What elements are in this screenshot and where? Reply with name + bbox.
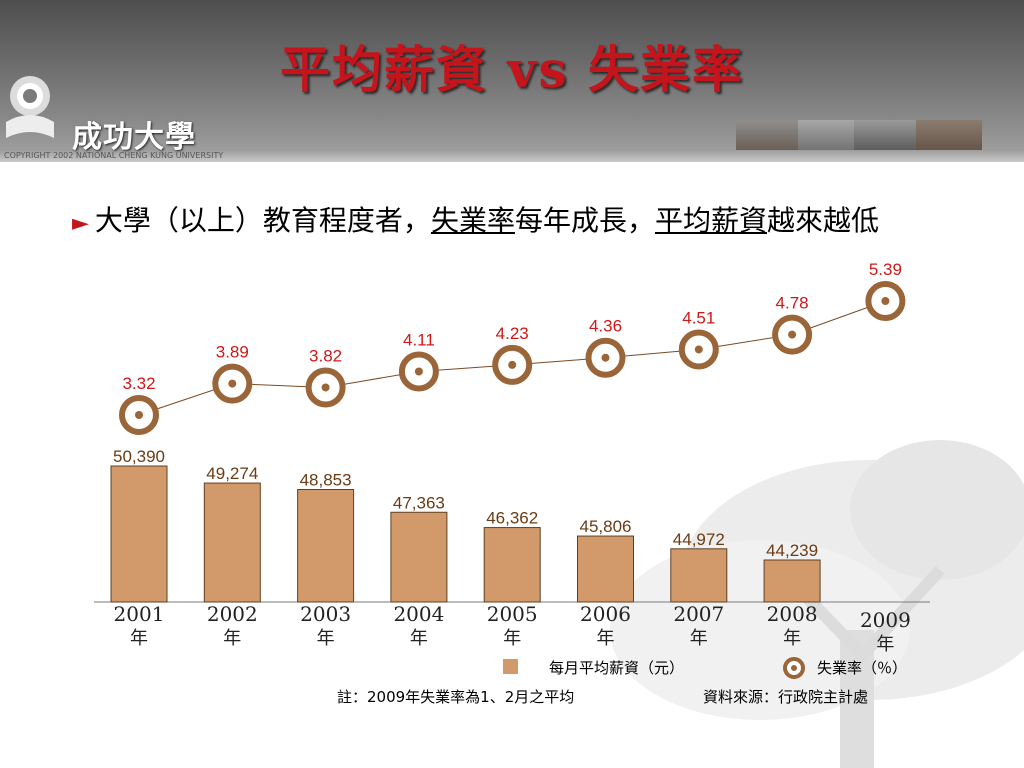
x-tick-year: 2005: [487, 602, 538, 626]
wage-bar: [297, 488, 355, 603]
rate-value-label: 3.32: [122, 374, 155, 393]
x-tick-year-suffix: 年: [317, 628, 335, 649]
footnote: 註：2009年失業率為1、2月之平均: [337, 688, 575, 706]
tree-background-image: [610, 440, 1024, 768]
wage-bar: [110, 465, 168, 603]
university-logo: [6, 76, 54, 138]
unemployment-point-center: [788, 330, 797, 339]
legend-bar-swatch: [503, 659, 518, 674]
bullet-underlined-unemployment: 失業率: [430, 204, 515, 237]
rate-value-label: 5.39: [869, 260, 902, 279]
x-tick-year-suffix: 年: [410, 628, 428, 649]
x-tick-year-suffix: 年: [783, 628, 801, 649]
x-tick-year-suffix: 年: [223, 628, 241, 649]
x-tick-year-suffix: 年: [130, 628, 148, 649]
x-tick-year-suffix: 年: [876, 634, 894, 655]
wage-bar: [483, 527, 541, 603]
x-tick-year: 2008: [767, 602, 818, 626]
rate-value-label: 4.51: [682, 308, 715, 327]
wage-bar: [203, 482, 261, 603]
slide-title: 平均薪資 vs 失業率: [279, 40, 745, 99]
x-tick-year: 2001: [114, 602, 165, 626]
wage-bar: [577, 535, 634, 603]
x-tick-year-suffix: 年: [690, 628, 708, 649]
x-tick-year: 2004: [393, 602, 444, 626]
wage-value-label: 48,853: [300, 470, 352, 489]
legend-bar-label: 每月平均薪資（元）: [549, 659, 685, 677]
wage-bar: [670, 548, 728, 603]
campus-photo: [916, 120, 982, 150]
x-tick-year: 2002: [207, 602, 258, 626]
bullet-text-part: 越來越低: [766, 204, 879, 237]
rate-value-label: 4.36: [589, 317, 622, 336]
x-tick-year: 2009: [860, 608, 911, 632]
rate-value-label: 4.11: [403, 330, 435, 349]
unemployment-point-center: [508, 360, 517, 369]
university-name: 成功大學: [72, 120, 196, 155]
campus-photo: [854, 120, 916, 150]
wage-value-label: 49,274: [206, 464, 258, 483]
wage-bar: [390, 511, 448, 603]
rate-value-label: 3.89: [216, 343, 249, 362]
bullet-text-part: 大學（以上）教育程度者，: [94, 204, 431, 237]
unemployment-point-center: [228, 379, 237, 388]
unemployment-point-center: [601, 353, 610, 362]
unemployment-point-center: [135, 411, 143, 419]
x-tick-year: 2003: [300, 602, 351, 626]
data-source: 資料來源：行政院主計處: [703, 688, 869, 706]
wage-value-label: 47,363: [393, 493, 445, 512]
campus-photo-strip: [736, 120, 982, 150]
bullet-underlined-wage: 平均薪資: [654, 204, 767, 237]
campus-photo: [736, 120, 798, 150]
rate-value-label: 3.82: [309, 346, 342, 365]
wage-value-label: 44,239: [766, 541, 818, 560]
x-tick-year-suffix: 年: [503, 628, 521, 649]
legend-line-label: 失業率（％）: [817, 659, 908, 677]
x-tick-year: 2007: [673, 602, 724, 626]
bullet-marker-icon: ►: [72, 211, 89, 236]
unemployment-point-center: [694, 345, 703, 354]
wage-bar: [763, 559, 821, 603]
rate-value-label: 4.78: [776, 294, 809, 313]
copyright-text: COPYRIGHT 2002 NATIONAL CHENG KUNG UNIVE…: [4, 151, 224, 160]
legend-ring-icon: [783, 657, 805, 679]
bullet-text-part: 每年成長，: [514, 204, 655, 237]
campus-photo: [798, 120, 854, 150]
unemployment-point-center: [414, 367, 423, 376]
emblem-icon: [6, 76, 54, 138]
wage-value-label: 50,390: [113, 447, 165, 466]
wage-value-label: 44,972: [673, 530, 725, 549]
unemployment-point-center: [321, 383, 330, 392]
x-tick-year-suffix: 年: [597, 628, 615, 649]
header-stripe: [0, 150, 1024, 162]
rate-value-label: 4.23: [496, 324, 529, 343]
bullet-text: ► 大學（以上）教育程度者，失業率每年成長，平均薪資越來越低: [72, 200, 942, 245]
x-tick-year: 2006: [580, 602, 631, 626]
unemployment-point-center: [881, 297, 890, 305]
wage-value-label: 46,362: [486, 509, 538, 528]
wage-value-label: 45,806: [580, 517, 632, 536]
